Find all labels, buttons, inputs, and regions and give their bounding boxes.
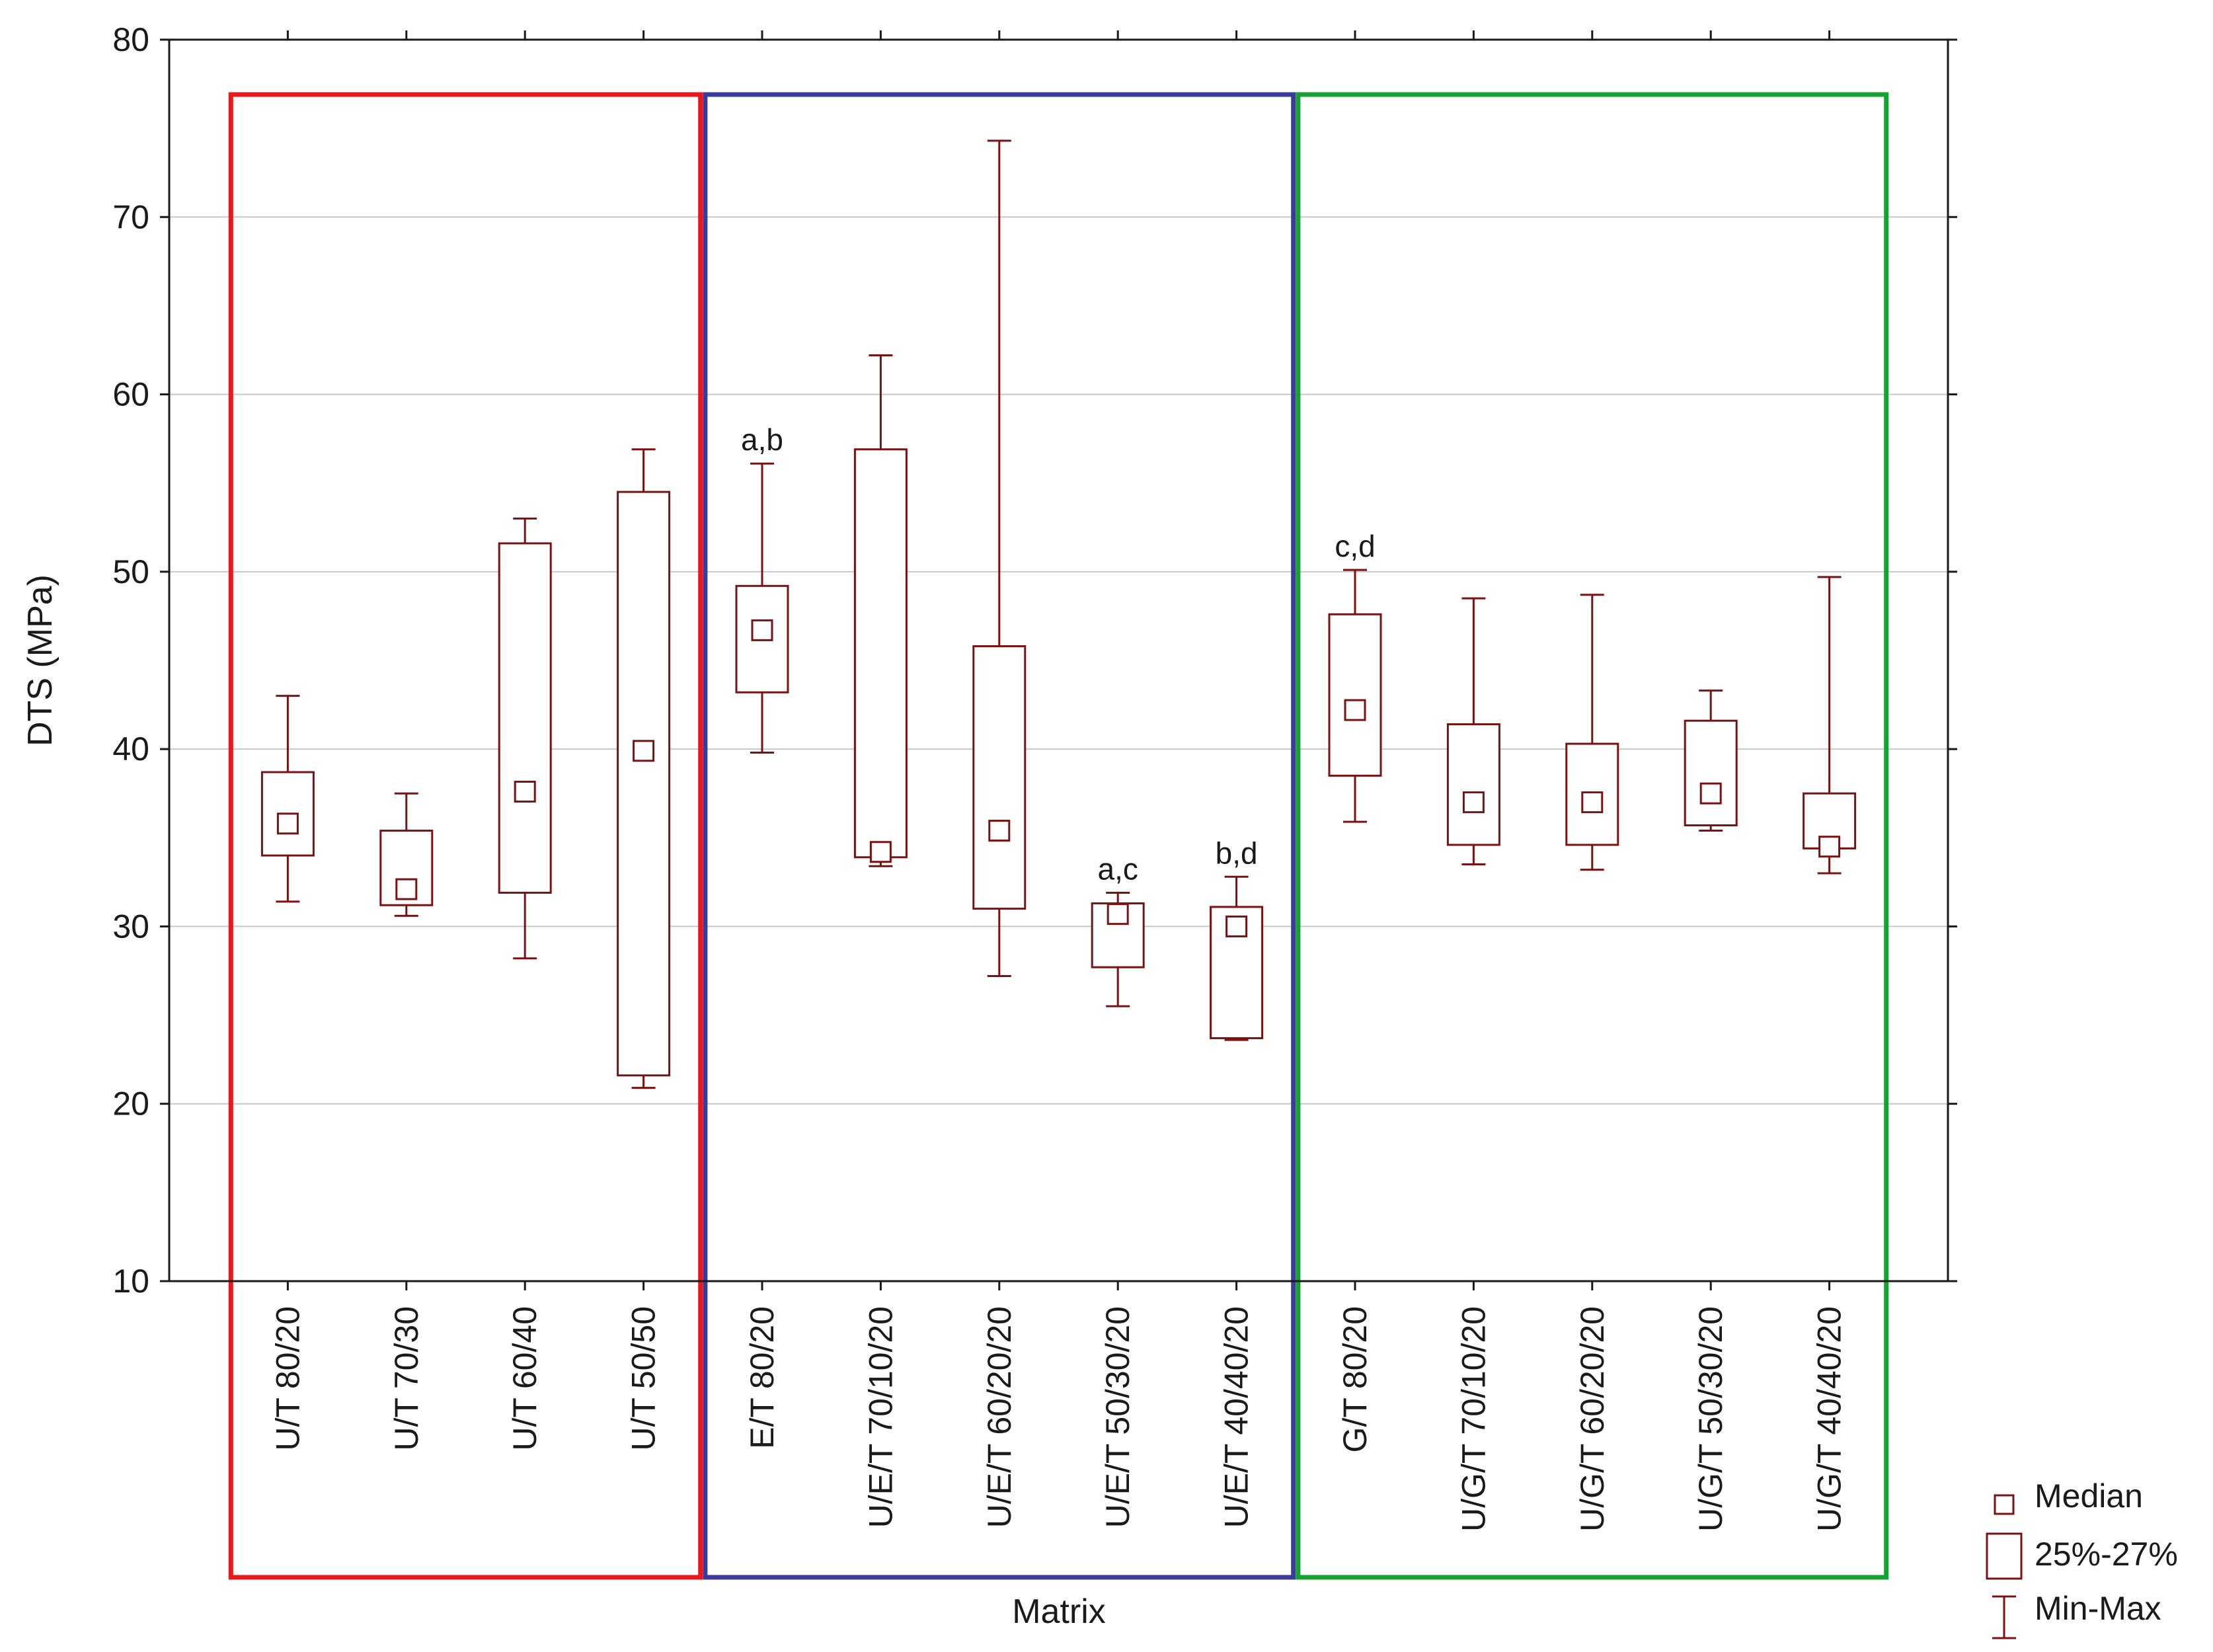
boxplot-8: a,c [1091,851,1145,1007]
iqr-box [1684,719,1738,827]
significance-label: a,b [741,422,783,457]
boxplot-12 [1565,594,1619,871]
x-tick-label: U/G/T 50/30/20 [1692,1306,1729,1532]
x-axis-label: Matrix [1012,1593,1106,1631]
legend-label: Min-Max [2035,1590,2161,1627]
iqr-box [617,491,671,1077]
boxplot-9: b,d [1210,836,1264,1041]
median-marker [514,781,536,803]
iqr-box [972,645,1027,910]
median-marker [1462,791,1485,814]
iqr-box [1446,723,1500,846]
significance-label: b,d [1216,836,1258,870]
boxplot-14 [1803,576,1857,875]
boxplots: a,b a,c b,d c,d [260,139,1857,1089]
y-axis-ticks: 10 20 30 40 50 60 70 80 [112,21,1957,1300]
boxplot-1 [260,695,315,903]
group-frames [228,92,1889,1580]
legend-label: 25%-27% [2035,1536,2178,1573]
x-tick-label: E/T 80/20 [744,1306,781,1449]
group-frame-u-e-t [703,92,1296,1580]
boxplot-10: c,d [1328,529,1382,823]
group-frame-u-g-t [1296,92,1889,1580]
boxplot-5: a,b [735,422,789,754]
median-marker [751,619,773,641]
median-marker [1225,915,1248,937]
x-tick-label: U/E/T 40/40/20 [1218,1306,1255,1528]
legend-item-median: Median [1994,1477,2143,1515]
legend-item-whisker: Min-Max [1992,1590,2161,1639]
x-tick-label: U/G/T 40/40/20 [1811,1306,1848,1532]
boxplot-13 [1684,689,1738,832]
x-tick-label: U/E/T 50/30/20 [1099,1306,1136,1528]
legend-label: Median [2035,1477,2143,1514]
iqr-box [853,448,908,859]
significance-label: c,d [1335,529,1375,563]
y-tick-label: 60 [112,376,149,413]
x-tick-label: U/G/T 70/10/20 [1455,1306,1492,1532]
x-tick-label: U/E/T 60/20/20 [981,1306,1018,1528]
x-tick-label: U/T 60/40 [506,1306,543,1451]
y-tick-label: 70 [112,198,149,235]
legend-median-symbol [1994,1494,2015,1515]
median-marker [395,878,418,900]
iqr-box [1328,613,1382,777]
significance-label: a,c [1098,851,1138,886]
boxplot-11 [1446,597,1500,866]
x-tick-label: G/T 80/20 [1337,1306,1374,1452]
boxplot-6 [853,354,908,867]
x-tick-label: U/T 80/20 [269,1306,306,1451]
x-tick-label: U/E/T 70/10/20 [862,1306,899,1528]
median-marker [988,820,1011,842]
y-tick-label: 10 [112,1263,149,1300]
group-frame-u-t [228,92,703,1580]
median-marker [276,812,299,835]
median-marker [1344,699,1366,721]
median-marker [1818,836,1841,858]
y-axis-label: DTS (MPa) [21,574,59,746]
plot-area-frame [168,38,1949,1282]
y-tick-label: 80 [112,21,149,58]
boxplot-3 [498,517,552,960]
x-tick-label: U/T 70/30 [388,1306,425,1451]
y-tick-label: 50 [112,553,149,590]
boxplot-7 [972,139,1027,978]
median-marker [1581,791,1604,814]
gridlines [169,216,1948,1105]
legend-box-symbol [1986,1532,2023,1580]
legend-item-box: 25%-27% [1986,1532,2178,1580]
iqr-box [498,542,552,894]
median-marker [1106,903,1129,925]
boxplot-4 [617,448,671,1089]
x-axis-ticks: U/T 80/20 U/T 70/30 U/T 60/40 U/T 50/50 E/T … [269,30,1848,1532]
x-tick-label: U/T 50/50 [625,1306,662,1451]
median-marker [633,740,655,762]
y-tick-label: 40 [112,730,149,767]
legend: Median 25%-27% Min-Max [1986,1477,2178,1639]
boxplot-2 [379,792,434,917]
median-marker [869,841,892,863]
y-tick-label: 20 [112,1085,149,1122]
median-marker [1699,782,1722,805]
x-tick-label: U/G/T 60/20/20 [1574,1306,1611,1532]
y-tick-label: 30 [112,908,149,945]
